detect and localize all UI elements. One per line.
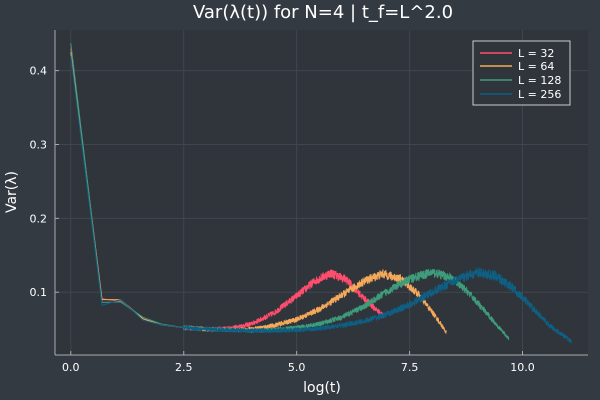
tick-labels: 0.0 2.5 5.0 7.5 10.0 0.1 0.2 0.3 0.4 [30, 65, 535, 374]
legend-label-l32: L = 32 [518, 47, 554, 60]
x-axis-label: log(t) [303, 380, 341, 396]
y-tick-label: 0.1 [30, 286, 48, 299]
x-tick-label: 7.5 [401, 361, 419, 374]
y-tick-label: 0.2 [30, 212, 48, 225]
legend-label-l64: L = 64 [518, 60, 554, 73]
series-line-l256 [70, 55, 572, 344]
series-layer [70, 43, 572, 344]
legend-label-l256: L = 256 [518, 88, 561, 101]
x-tick-label: 10.0 [510, 361, 535, 374]
legend: L = 32 L = 64 L = 128 L = 256 [472, 40, 571, 106]
x-tick-label: 0.0 [62, 361, 80, 374]
y-axis-label: Var(λ) [4, 171, 20, 213]
x-tick-label: 2.5 [175, 361, 193, 374]
y-tick-label: 0.4 [30, 65, 48, 78]
axes [54, 30, 588, 356]
series-line-l32 [70, 48, 385, 332]
legend-label-l128: L = 128 [518, 74, 561, 87]
chart-title: Var(λ(t)) for N=4 | t_f=L^2.0 [193, 2, 453, 23]
x-tick-label: 5.0 [288, 361, 306, 374]
y-tick-label: 0.3 [30, 138, 48, 151]
